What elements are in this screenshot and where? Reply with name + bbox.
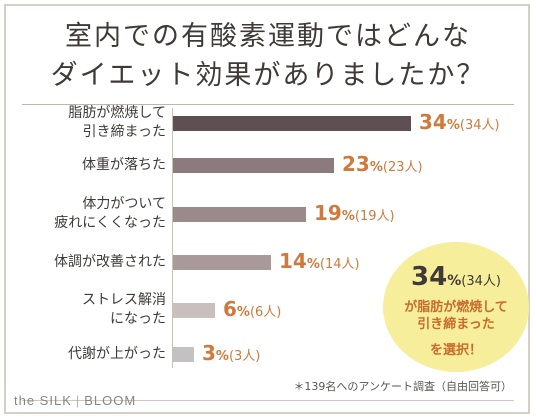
value-unit: % <box>341 209 355 224</box>
value-number: 23 <box>342 152 370 176</box>
brand-name-right: BLOOM <box>84 393 137 408</box>
category-label-line: になった <box>110 311 166 327</box>
survey-footnote: ＊139名へのアンケート調査（自由回答可） <box>293 380 512 393</box>
callout-count: (34人) <box>461 274 501 289</box>
divider-top <box>22 104 514 105</box>
value-unit: % <box>236 305 250 320</box>
value-unit: % <box>369 160 383 175</box>
category-label-line: 引き締まった <box>82 124 166 140</box>
value-number: 34 <box>419 110 447 134</box>
value-unit: % <box>215 349 229 364</box>
value-count: (19人) <box>354 209 395 224</box>
value-count: (23人) <box>382 160 423 175</box>
value-count: (3人) <box>228 349 261 364</box>
value-label: 19%(19人) <box>314 201 395 225</box>
value-count: (34人) <box>459 118 500 133</box>
category-label-line: 体重が落ちた <box>82 156 166 173</box>
callout-percent-value: 34 <box>411 262 448 292</box>
callout-line3: を選択！ <box>429 343 482 358</box>
brand-logo: the SILK | BLOOM <box>14 393 136 408</box>
value-number: 3 <box>202 341 216 365</box>
chart-title-line2: ダイエット効果がありましたか？ <box>50 60 486 91</box>
category-label: 体力がついて疲れにくくなった <box>54 195 166 233</box>
y-axis-line <box>172 108 173 368</box>
value-count: (6人) <box>249 305 282 320</box>
callout-percent: 34%(34人) <box>383 262 529 292</box>
category-label-line: ストレス解消 <box>82 292 166 308</box>
value-unit: % <box>306 257 320 272</box>
bar <box>173 255 271 270</box>
category-label-line: 体力がついて <box>82 196 166 212</box>
value-number: 19 <box>314 201 342 225</box>
value-unit: % <box>446 118 460 133</box>
brand-name-left: the SILK <box>14 393 72 408</box>
value-label: 23%(23人) <box>342 152 423 176</box>
value-label: 6%(6人) <box>223 297 281 321</box>
bar <box>173 116 411 131</box>
brand-separator: | <box>75 393 81 408</box>
category-label-line: 代謝が上がった <box>68 345 166 362</box>
category-label: 体重が落ちた <box>82 156 166 175</box>
category-label-line: 体調が改善された <box>54 253 166 270</box>
category-label-line: 脂肪が燃焼して <box>68 105 166 121</box>
callout-percent-unit: % <box>447 273 462 289</box>
category-label: 代謝が上がった <box>68 345 166 364</box>
value-count: (14人) <box>319 257 360 272</box>
callout-line1: が脂肪が燃焼して <box>404 300 508 315</box>
callout-line2: 引き締まった <box>417 317 495 332</box>
value-label: 34%(34人) <box>419 110 500 134</box>
divider-bottom <box>22 400 514 401</box>
category-label: 体調が改善された <box>54 253 166 272</box>
category-label-line: 疲れにくくなった <box>54 215 166 231</box>
value-number: 14 <box>279 249 307 273</box>
category-label: ストレス解消になった <box>82 291 166 329</box>
bar <box>173 158 334 173</box>
value-label: 3%(3人) <box>202 341 260 365</box>
bar <box>173 207 306 222</box>
chart-title-line1: 室内での有酸素運動ではどんな <box>65 21 471 52</box>
value-label: 14%(14人) <box>279 249 360 273</box>
bar <box>173 347 194 362</box>
bar <box>173 303 215 318</box>
category-label: 脂肪が燃焼して引き締まった <box>68 104 166 142</box>
callout-bubble <box>383 242 529 372</box>
value-number: 6 <box>223 297 237 321</box>
